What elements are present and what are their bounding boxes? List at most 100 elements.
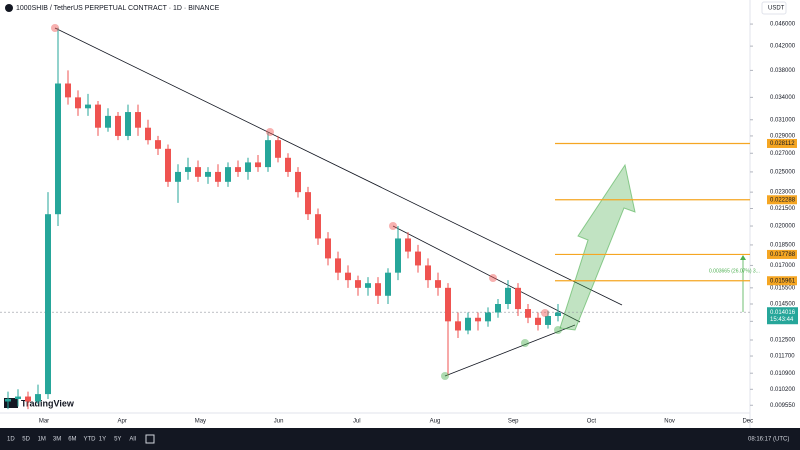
candle-body [165,148,171,182]
y-tick-label: 0.010200 [770,387,796,393]
candle-body [225,167,231,182]
y-tick-label: 0.010900 [770,371,796,377]
range-button[interactable]: 1Y [99,437,106,443]
bottom-toolbar [0,428,800,450]
x-tick-label: Sep [508,419,519,425]
range-button[interactable]: 1M [38,437,46,443]
range-button[interactable]: All [129,437,136,443]
y-tick-label: 0.031000 [770,117,796,123]
candle-body [45,214,51,395]
pivot-marker [521,339,529,347]
candle-body [35,394,41,402]
y-tick-label: 0.018500 [770,243,796,249]
range-button[interactable]: 5Y [114,437,121,443]
candle-body [175,171,181,182]
candle-body [275,140,281,158]
pivot-marker [266,128,274,136]
trend-line [392,225,581,323]
y-tick-label: 0.017000 [770,263,796,269]
range-button[interactable]: 1D [7,437,15,443]
candle-body [535,317,541,325]
y-tick-label: 0.012500 [770,338,796,344]
candle-body [325,238,331,259]
y-tick-label: 0.009550 [770,403,796,409]
range-button[interactable]: 5D [22,437,30,443]
candle-body [525,309,531,318]
candle-body [25,396,31,402]
candle-body [265,140,271,168]
candle-body [235,167,241,172]
range-button[interactable]: 3M [53,437,61,443]
tradingview-logo: TradingView [4,398,75,408]
candle-body [55,83,61,215]
y-tick-label: 0.046000 [770,22,796,28]
candle-body [395,238,401,273]
y-tick-label: 0.038000 [770,68,796,74]
currency-button[interactable] [761,1,787,15]
y-tick-label: 0.027000 [770,151,796,157]
candle-body [405,238,411,252]
candle-body [365,283,371,288]
candle-body [85,104,91,109]
level-label: 0.022288 [770,197,796,203]
y-tick-label: 0.029000 [770,134,796,140]
x-tick-label: Dec [742,419,753,425]
level-label-box [767,138,797,148]
currency[interactable]: USDT [768,6,785,12]
candle-body [545,315,551,325]
drawings [54,27,746,377]
level-label-box [767,249,797,259]
countdown: 15:43:44 [770,317,794,323]
measure-arrow [740,255,746,260]
clock: 08:16:17 (UTC) [748,437,789,443]
y-tick-label: 0.021500 [770,206,796,212]
range-button[interactable]: YTD [84,437,97,443]
range-button[interactable]: 6M [68,437,76,443]
level-label: 0.015961 [770,278,796,284]
candle-body [205,171,211,177]
x-tick-label: Jun [274,419,284,425]
level-label: 0.028112 [770,141,795,147]
x-tick-label: May [195,419,206,425]
chart-title: 1000SHIB / TetherUS PERPETUAL CONTRACT ·… [16,5,220,12]
candle-body [335,258,341,273]
candle-body [295,171,301,193]
candle-body [125,112,131,136]
pivot-marker [51,24,59,32]
candle-body [385,272,391,296]
logo-mark [4,398,18,408]
candle-body [465,317,471,331]
x-tick-label: Apr [118,419,127,425]
pivot-marker [554,326,562,334]
candle-body [435,280,441,288]
y-tick-label: 0.020000 [770,224,796,230]
x-tick-label: Aug [430,419,441,425]
candle-body [475,317,481,322]
date-range-icon[interactable] [145,434,155,444]
candle-body [155,140,161,149]
x-tick-label: Oct [587,419,597,425]
candle-body [315,214,321,239]
candle-body [515,287,521,310]
candle-body [215,171,221,182]
candle-body [145,127,151,141]
support-line [444,324,576,377]
candle-body [255,162,261,168]
logo-text: TradingView [21,398,75,408]
candle-body [115,115,121,136]
level-label: 0.017788 [770,252,796,258]
measure-label: 0.003665 (26.07%) 3... [709,268,760,274]
candle-body [505,287,511,305]
y-tick-label: 0.011700 [770,354,795,360]
pivot-marker [441,372,449,380]
candle-body [485,312,491,322]
candle-body [445,287,451,322]
y-tick-label: 0.023000 [770,190,796,196]
candle-body [375,283,381,296]
candle-body [135,112,141,128]
candle-body [95,104,101,128]
candle-body [5,398,11,402]
x-tick-label: Jul [353,419,361,425]
